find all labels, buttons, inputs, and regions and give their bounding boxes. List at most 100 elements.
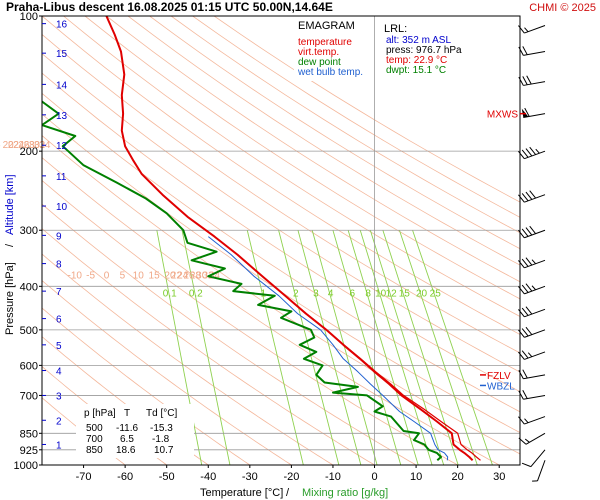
- altitude-tick-label: 3: [56, 391, 62, 402]
- lrl-temperature: temp: 22.9 °C: [386, 55, 447, 66]
- dry-adiabat: [84, 16, 520, 300]
- wind-barb-flag: [526, 75, 532, 85]
- wind-barb-flag: [522, 369, 528, 379]
- table-header-td: Td [°C]: [146, 408, 177, 419]
- wind-barb-half-flag: [524, 438, 530, 443]
- dry-adiabat: [170, 16, 520, 234]
- dry-adiabat-label: 15: [149, 270, 161, 281]
- wind-barb-flag: [524, 107, 530, 117]
- mixing-ratio-line: [156, 230, 203, 465]
- table-cell: 850: [86, 445, 103, 456]
- mixing-ratio-line: [181, 230, 231, 465]
- chmi-credit: CHMI © 2025: [529, 2, 596, 14]
- wind-barb-shaft: [524, 229, 546, 239]
- wind-barb-flag: [518, 416, 525, 425]
- dry-adiabat: [106, 16, 520, 283]
- dry-adiabat-label: 20: [3, 140, 15, 151]
- wind-barb-flag: [521, 228, 529, 237]
- dry-adiabat-label: 15: [0, 140, 1, 151]
- dry-adiabat-label: 22: [171, 270, 183, 281]
- plot-frame: [41, 15, 521, 466]
- wind-barb: [521, 107, 546, 118]
- wind-barb: [518, 46, 546, 56]
- mixing-ratio-line: [382, 230, 459, 465]
- wind-barb-flag: [525, 257, 533, 266]
- lrl-box: LRL: alt: 352 m ASL press: 976.7 hPa tem…: [380, 17, 484, 81]
- mixing-ratio-label: 6: [349, 288, 355, 299]
- dry-adiabat-label: 34: [209, 270, 221, 281]
- table-cell: -15.3: [150, 423, 173, 434]
- wind-barb-shaft: [524, 308, 546, 318]
- altitude-tick-label: 11: [56, 172, 67, 183]
- pressure-tick-label: 850: [20, 428, 38, 440]
- wind-barbs: [518, 25, 546, 482]
- marker-label-mxws: MXWS: [487, 110, 518, 121]
- wind-barb-shaft: [524, 351, 546, 360]
- wind-barb-flag: [518, 46, 524, 56]
- dry-adiabat-label: 26: [18, 140, 30, 151]
- dry-adiabat-label: 5: [120, 270, 126, 281]
- wind-barb-flag: [529, 190, 536, 199]
- pressure-tick-label: 500: [20, 325, 38, 337]
- wind-barb-flag: [518, 260, 525, 269]
- wind-barb-shaft: [524, 259, 546, 269]
- wind-barb-shaft: [524, 285, 546, 295]
- wind-barb-flag: [518, 351, 525, 360]
- wind-barb-flag: [522, 76, 528, 85]
- altitude-tick-label: 9: [56, 231, 62, 242]
- wind-barb-flag: [518, 25, 525, 34]
- wind-barb-shaft: [524, 194, 546, 203]
- dry-adiabat: [42, 135, 520, 455]
- altitude-tick-label: 15: [56, 49, 68, 60]
- wind-barb-shaft: [524, 416, 546, 425]
- levels-table: p [hPa] T Td [°C] 500 -11.6 -15.3 700 6.…: [76, 404, 194, 458]
- legend-dew-point: dew point: [298, 57, 341, 68]
- wind-barb-flag: [518, 76, 524, 86]
- pressure-tick-label: 200: [20, 146, 38, 158]
- altitude-tick-label: 1: [56, 440, 62, 451]
- temperature-tick-label: 30: [493, 471, 505, 483]
- mixing-ratio-label: 4: [328, 288, 334, 299]
- wind-barb-flag: [525, 227, 533, 236]
- dry-adiabat-label: 24: [177, 270, 189, 281]
- mixing-ratio-line: [412, 230, 493, 465]
- wind-barb-flag: [521, 328, 529, 337]
- dry-adiabat-label: 0: [104, 270, 110, 281]
- wind-barb-flag: [518, 309, 525, 318]
- pressure-tick-label: 400: [20, 281, 38, 293]
- series-line-virt-temp-: [105, 16, 481, 461]
- wind-barb: [532, 460, 546, 482]
- altitude-tick-label: 4: [56, 367, 62, 378]
- wind-barb-half-flag: [535, 148, 540, 154]
- mixing-ratio-line: [332, 230, 402, 465]
- altitude-tick-label: 10: [56, 202, 68, 213]
- series-line-wet-bulb-temp-: [207, 236, 449, 461]
- dry-adiabat: [42, 33, 520, 354]
- wind-barb-half-flag: [531, 259, 536, 265]
- wind-barb-flag: [521, 193, 529, 202]
- wind-barb-flag: [521, 350, 529, 359]
- dry-adiabat-label: 10: [133, 270, 145, 281]
- wind-barb-flag: [518, 390, 524, 400]
- lrl-pressure: press: 976.7 hPa: [386, 45, 462, 56]
- table-cell: 10.7: [154, 445, 174, 456]
- mixing-ratio-label: 0.2: [189, 288, 203, 299]
- wind-barb: [518, 146, 546, 160]
- series-line-temperature: [105, 16, 474, 462]
- dry-adiabat: [42, 92, 520, 413]
- altitude-tick-label: 16: [56, 20, 68, 31]
- dry-adiabat-label: 30: [196, 270, 208, 281]
- mixing-ratio-labels: 0.1 0.2 1 2 3 4 6 8 10 12 15 20 25: [163, 288, 441, 299]
- temperature-tick-label: -70: [76, 471, 92, 483]
- mixing-ratio-lines: [156, 230, 493, 465]
- altitude-tick-label: 7: [56, 287, 62, 298]
- dry-adiabat: [149, 16, 520, 250]
- temperature-tick-label: -60: [117, 471, 133, 483]
- pressure-tick-label: 100: [20, 11, 38, 23]
- pressure-tick-label: 600: [20, 360, 38, 372]
- temperature-tick-label: -50: [159, 471, 175, 483]
- mixing-ratio-line: [369, 230, 445, 465]
- dry-adiabat: [42, 113, 520, 434]
- dry-adiabat-label: 28: [190, 270, 202, 281]
